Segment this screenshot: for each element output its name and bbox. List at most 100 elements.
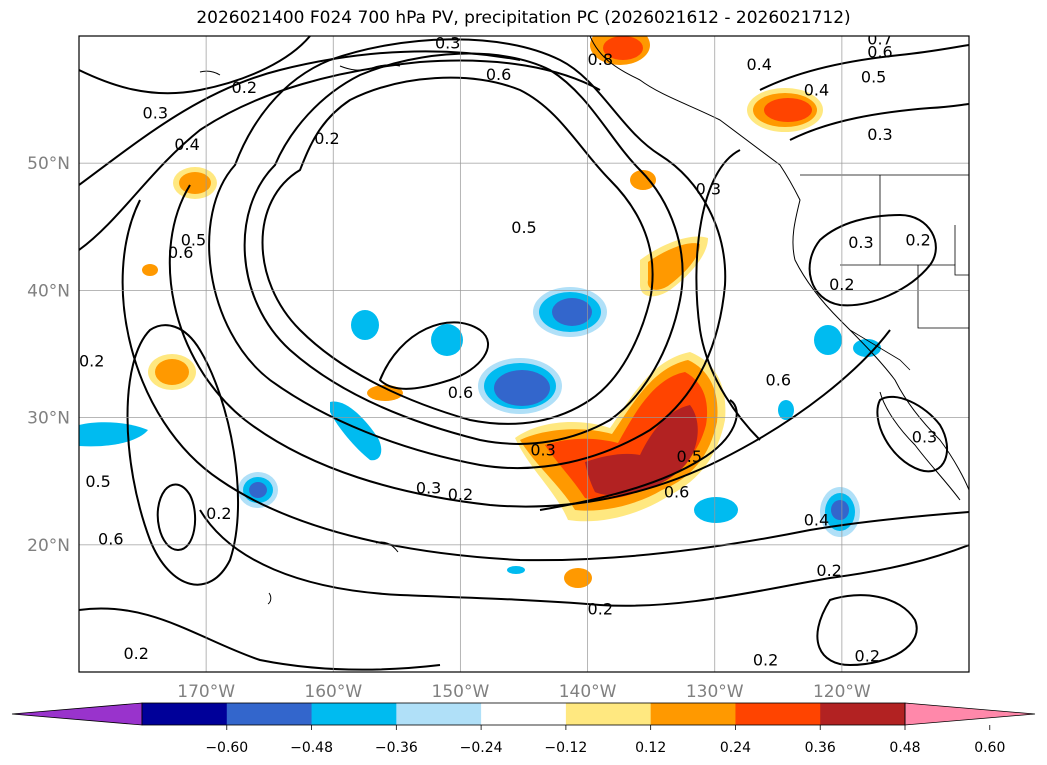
precip-negative-area — [694, 497, 738, 523]
precip-positive-area — [142, 264, 158, 276]
map-panel: 0.2 0.2 0.2 0.2 0.2 0.2 0.2 0.2 0.2 0.2 0.2 0.2 0.3 0… — [27, 30, 970, 700]
contour-label: 0.5 — [861, 68, 886, 87]
precip-negative-area — [79, 422, 148, 447]
colorbar-tick-label: 0.24 — [720, 740, 751, 756]
precip-positive-area — [647, 243, 700, 290]
contour-label: 0.2 — [855, 646, 880, 665]
lat-tick-label: 40°N — [27, 281, 70, 301]
gridlines — [79, 36, 969, 672]
precip-negative-area — [778, 400, 794, 420]
coastline — [339, 64, 401, 71]
precip-negative-area — [431, 324, 463, 356]
precip-positive-area — [764, 98, 812, 122]
contour-label: 0.3 — [143, 103, 168, 122]
contour-label: 0.3 — [530, 440, 555, 459]
figure-title: 2026021400 F024 700 hPa PV, precipitatio… — [196, 8, 851, 28]
precipitation-shading — [79, 36, 881, 588]
colorbar-segment — [396, 703, 482, 725]
contour-label: 0.5 — [85, 472, 110, 491]
contour-label: 0.6 — [168, 243, 193, 262]
lon-tick-label: 150°W — [432, 682, 490, 700]
colorbar-segment — [820, 703, 906, 725]
pv-contour-line — [208, 38, 727, 470]
colorbar-extend-right — [904, 702, 1036, 726]
contour-label: 0.2 — [829, 275, 854, 294]
contour-label: 0.6 — [766, 370, 791, 389]
pv-contour-line — [79, 607, 441, 671]
colorbar-segment — [735, 703, 821, 725]
colorbar-extend-left — [11, 702, 143, 726]
contour-label: 0.2 — [588, 599, 613, 618]
pv-contour-line — [168, 184, 891, 508]
pv-contour-line — [816, 594, 918, 667]
colorbar-segment — [565, 703, 652, 725]
colorbar-tick-label: −0.12 — [544, 740, 587, 756]
border-line — [917, 265, 969, 329]
lon-tick-label: 130°W — [686, 682, 744, 700]
map-content: 0.2 0.2 0.2 0.2 0.2 0.2 0.2 0.2 0.2 0.2 0.2 0.2 0.3 0… — [79, 30, 969, 672]
contour-label: 0.2 — [206, 504, 231, 523]
contour-label: 0.5 — [677, 447, 702, 466]
precip-positive-area — [564, 568, 592, 588]
colorbar-segments — [11, 702, 1036, 726]
colorbar-segment — [481, 703, 567, 725]
precip-negative-area — [814, 325, 842, 355]
contour-label: 0.2 — [232, 78, 257, 97]
border-line — [849, 329, 911, 371]
pv-contour-line — [261, 76, 654, 425]
precip-negative-area — [494, 370, 550, 406]
pv-contour-line — [126, 324, 240, 586]
contour-label: 0.6 — [867, 42, 892, 61]
borders — [800, 174, 969, 371]
pv-contour-line — [79, 36, 311, 95]
contour-label: 0.2 — [79, 351, 104, 370]
precip-negative-area — [507, 566, 525, 574]
contour-label: 0.6 — [486, 65, 511, 84]
precip-positive-area — [603, 36, 643, 60]
pv-contour-line — [156, 483, 197, 552]
colorbar-tick-label: −0.36 — [375, 740, 418, 756]
colorbar-tick-label: −0.24 — [460, 740, 503, 756]
coastline — [267, 592, 272, 605]
coastline — [879, 391, 961, 501]
precip-negative-area — [831, 500, 849, 520]
precip-negative-area — [330, 401, 382, 461]
contour-label: 0.4 — [804, 510, 829, 529]
colorbar-tick-label: 0.48 — [889, 740, 920, 756]
colorbar-segment — [650, 703, 736, 725]
precip-positive-area — [155, 359, 189, 385]
contour-label: 0.7 — [867, 30, 892, 49]
lat-tick-label: 30°N — [27, 409, 70, 429]
colorbar-tick-label: −0.60 — [205, 740, 248, 756]
colorbar-tick-label: 0.12 — [635, 740, 666, 756]
pv-contour-line — [79, 50, 521, 186]
contour-label: 0.6 — [448, 383, 473, 402]
lon-tick-label: 140°W — [559, 682, 617, 700]
coastline — [199, 70, 221, 76]
pv-contour-line — [243, 52, 684, 445]
contour-label: 0.5 — [511, 218, 536, 237]
colorbar-segment — [142, 703, 228, 725]
latitude-labels: 50°N 40°N 30°N 20°N — [27, 154, 70, 556]
contour-label: 0.2 — [905, 231, 930, 250]
contour-label: 0.2 — [816, 561, 841, 580]
colorbar-tick-label: −0.48 — [290, 740, 333, 756]
pv-contours — [79, 36, 969, 671]
contour-label: 0.3 — [416, 479, 441, 498]
precip-negative-area — [351, 310, 379, 340]
lon-tick-label: 160°W — [304, 682, 362, 700]
coastlines — [199, 36, 969, 605]
pv-contour-line — [121, 199, 969, 562]
contour-label: 0.8 — [588, 50, 613, 69]
lat-tick-label: 20°N — [27, 536, 70, 556]
contour-label: 0.3 — [848, 233, 873, 252]
coastline — [589, 36, 969, 491]
colorbar-tick-label: 0.36 — [805, 740, 836, 756]
pv-contour-line — [876, 395, 949, 473]
lon-tick-label: 170°W — [177, 682, 235, 700]
colorbar-frame — [141, 702, 906, 726]
precip-negative-area — [249, 482, 267, 498]
contour-label: 0.3 — [912, 428, 937, 447]
contour-label: 0.3 — [435, 33, 460, 52]
lat-tick-label: 50°N — [27, 154, 70, 174]
